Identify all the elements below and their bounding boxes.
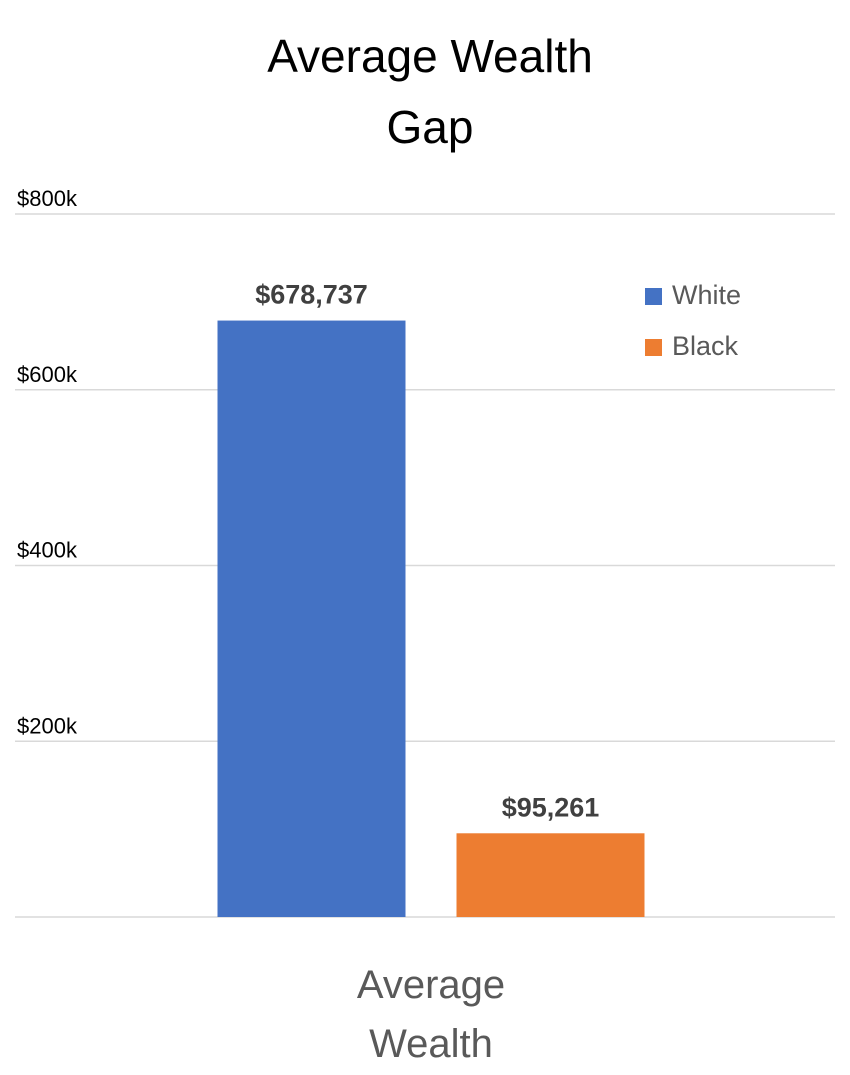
- gridlines: [15, 213, 835, 918]
- category-label-line-2: Wealth: [369, 1022, 493, 1066]
- legend-label-white: White: [672, 280, 741, 310]
- x-axis-category-label: Average Wealth: [357, 963, 505, 1066]
- legend-swatch-black: [645, 339, 662, 356]
- category-label-line-1: Average: [357, 963, 505, 1007]
- y-axis-tick-labels: $200k $400k $600k $800k: [17, 186, 78, 738]
- bar-black: [456, 833, 645, 917]
- y-tick-label: $800k: [17, 186, 78, 211]
- chart-title-line-2: Gap: [387, 101, 474, 153]
- legend: White Black: [645, 280, 741, 361]
- bar-white: [217, 320, 406, 917]
- y-tick-label: $200k: [17, 713, 78, 738]
- data-label-black: $95,261: [502, 792, 600, 822]
- chart-title-line-1: Average Wealth: [267, 30, 593, 82]
- bars: [217, 320, 645, 917]
- legend-swatch-white: [645, 288, 662, 305]
- legend-label-black: Black: [672, 331, 739, 361]
- data-labels: $678,737 $95,261: [255, 280, 599, 823]
- chart-title: Average Wealth Gap: [267, 30, 593, 153]
- y-tick-label: $400k: [17, 538, 78, 563]
- y-tick-label: $600k: [17, 362, 78, 387]
- data-label-white: $678,737: [255, 280, 368, 310]
